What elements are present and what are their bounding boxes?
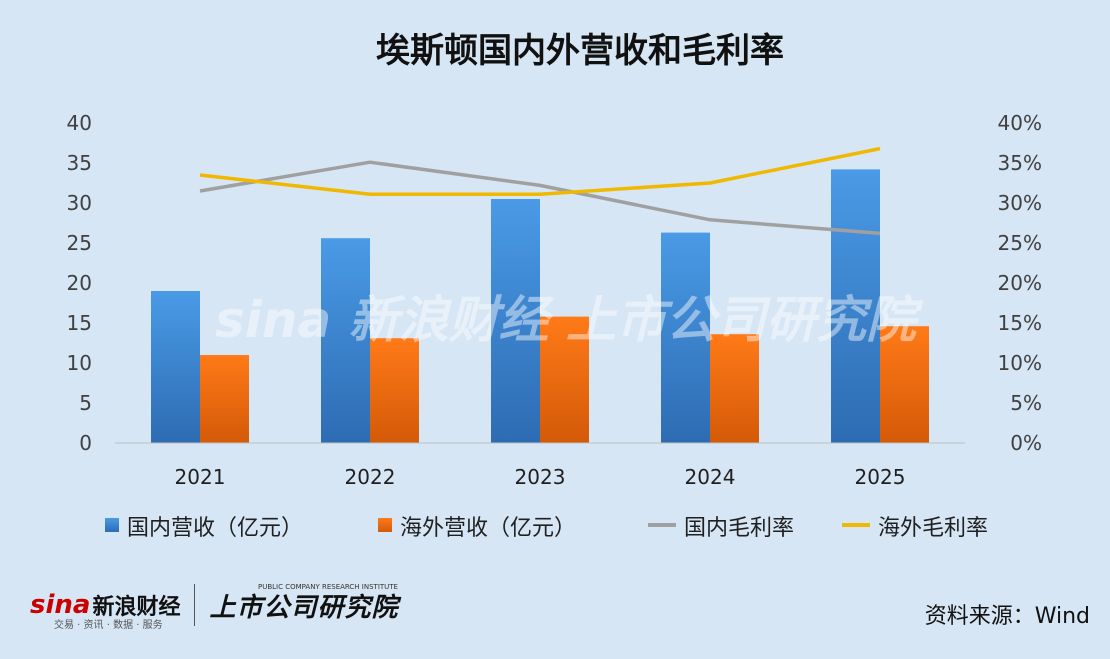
sina-tagline: 交易 · 资讯 · 数据 · 服务 bbox=[54, 620, 163, 631]
legend-label: 海外毛利率 bbox=[878, 516, 988, 541]
right-y-tick-label: 30% bbox=[998, 191, 1042, 215]
left-y-tick-label: 40 bbox=[67, 111, 92, 135]
series-line bbox=[199, 160, 881, 236]
legend-swatch bbox=[105, 518, 119, 532]
right-y-tick-label: 20% bbox=[998, 271, 1042, 295]
right-y-tick-label: 35% bbox=[998, 151, 1042, 175]
legend: 国内营收（亿元） 海外营收（亿元） 国内毛利率 海外毛利率 bbox=[105, 516, 988, 541]
bar bbox=[710, 334, 759, 443]
series-line bbox=[199, 146, 881, 196]
source-note: 资料来源：Wind bbox=[924, 604, 1090, 629]
legend-label: 国内毛利率 bbox=[684, 516, 794, 541]
legend-label: 国内营收（亿元） bbox=[127, 516, 303, 541]
right-y-axis: 0% 5% 10% 15% 20% 25% 30% 35% 40% bbox=[998, 111, 1042, 455]
footer-brand: sina 新浪财经 交易 · 资讯 · 数据 · 服务 上市公司研究院 PUBL… bbox=[30, 580, 399, 631]
bar bbox=[491, 199, 540, 443]
institute-logo-en: PUBLIC COMPANY RESEARCH INSTITUTE bbox=[258, 583, 398, 591]
bar bbox=[661, 232, 710, 443]
bar bbox=[321, 238, 370, 443]
right-y-tick-label: 15% bbox=[998, 311, 1042, 335]
left-y-tick-label: 30 bbox=[67, 191, 92, 215]
x-axis: 2021 2022 2023 2024 2025 bbox=[175, 465, 906, 489]
bar bbox=[540, 316, 589, 443]
bar bbox=[151, 291, 200, 443]
bar bbox=[370, 338, 419, 443]
chart-title: 埃斯顿国内外营收和毛利率 bbox=[376, 31, 784, 71]
institute-logo-text: 上市公司研究院 bbox=[209, 592, 399, 623]
left-y-tick-label: 5 bbox=[79, 391, 92, 415]
x-tick-label: 2024 bbox=[685, 465, 736, 489]
legend-swatch bbox=[378, 518, 392, 532]
x-tick-label: 2021 bbox=[175, 465, 226, 489]
bar bbox=[880, 326, 929, 443]
line-series-group bbox=[199, 146, 881, 236]
right-y-tick-label: 10% bbox=[998, 351, 1042, 375]
x-tick-label: 2025 bbox=[855, 465, 906, 489]
left-y-tick-label: 25 bbox=[67, 231, 92, 255]
right-y-tick-label: 40% bbox=[998, 111, 1042, 135]
right-y-tick-label: 0% bbox=[1010, 431, 1042, 455]
right-y-tick-label: 5% bbox=[1010, 391, 1042, 415]
legend-label: 海外营收（亿元） bbox=[400, 516, 576, 541]
sina-logo: sina bbox=[30, 590, 91, 620]
left-y-axis: 0 5 10 15 20 25 30 35 40 bbox=[67, 111, 92, 455]
x-tick-label: 2022 bbox=[345, 465, 396, 489]
left-y-tick-label: 35 bbox=[67, 151, 92, 175]
left-y-tick-label: 15 bbox=[67, 311, 92, 335]
x-tick-label: 2023 bbox=[515, 465, 566, 489]
sina-finance-logo-text: 新浪财经 bbox=[92, 595, 181, 620]
right-y-tick-label: 25% bbox=[998, 231, 1042, 255]
logo-divider bbox=[194, 584, 196, 626]
bar-series-group bbox=[151, 169, 929, 443]
left-y-tick-label: 10 bbox=[67, 351, 92, 375]
left-y-tick-label: 20 bbox=[67, 271, 92, 295]
left-y-tick-label: 0 bbox=[79, 431, 92, 455]
bar bbox=[831, 169, 880, 443]
bar bbox=[200, 355, 249, 443]
